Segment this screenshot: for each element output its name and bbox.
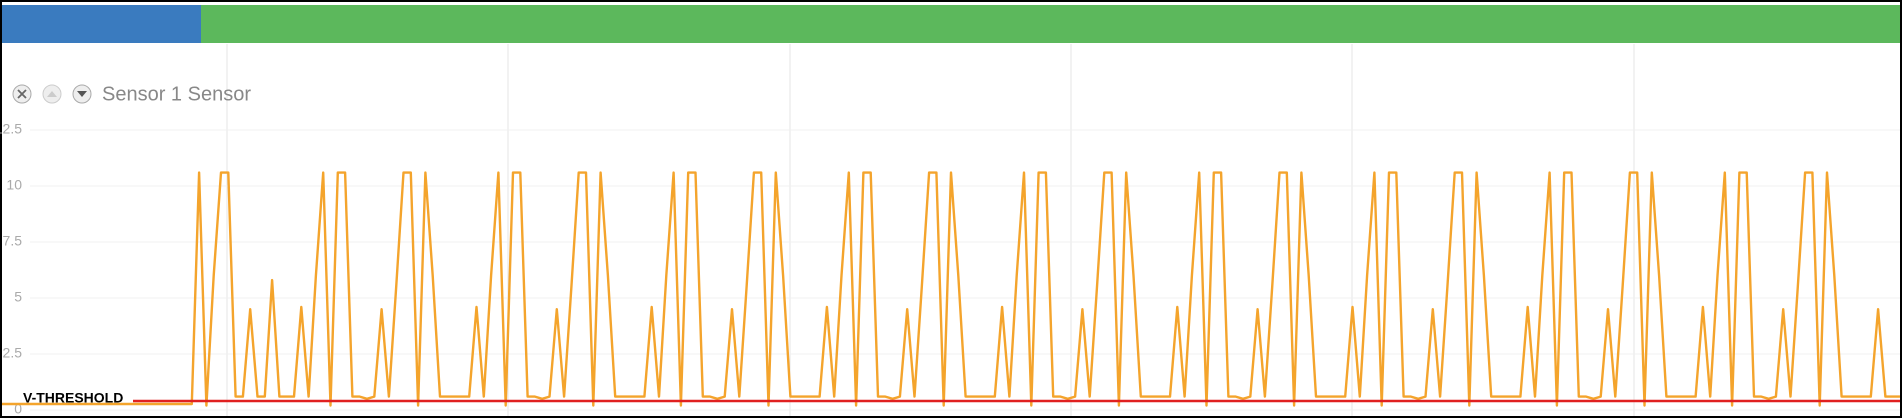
y-tick-label: 7.5 [3, 233, 23, 249]
y-tick-label: 2.5 [3, 345, 23, 361]
threshold-label: V-THRESHOLD [23, 390, 123, 406]
move-down-button[interactable] [72, 84, 92, 104]
status-bar-green [201, 5, 1900, 43]
data-line [2, 171, 1900, 407]
y-tick-label: 0 [14, 401, 22, 417]
chart-title: Sensor 1 Sensor [102, 83, 251, 105]
y-tick-label: 12.5 [0, 121, 22, 137]
move-up-button[interactable] [42, 84, 62, 104]
close-button[interactable] [12, 84, 32, 104]
y-tick-label: 5 [14, 289, 22, 305]
status-bar-blue [2, 5, 201, 43]
y-tick-label: 10 [6, 177, 22, 193]
